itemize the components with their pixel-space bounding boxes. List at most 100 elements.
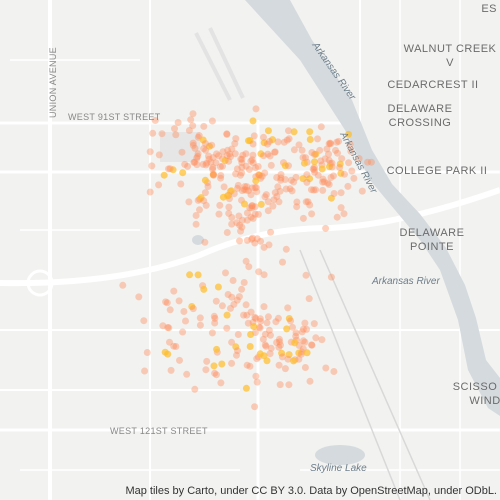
- neighborhood-label: ES: [481, 3, 497, 15]
- location-dot: [310, 320, 318, 328]
- location-dot: [199, 160, 207, 168]
- location-dot: [271, 148, 279, 156]
- location-dot: [244, 187, 252, 195]
- location-dot: [141, 367, 149, 375]
- location-dot: [345, 159, 353, 167]
- location-dot: [306, 136, 314, 143]
- location-dot: [202, 161, 210, 169]
- location-dot: [251, 184, 259, 192]
- location-dot: [255, 171, 263, 179]
- location-dot: [241, 200, 248, 208]
- location-dot: [166, 306, 174, 314]
- location-dot: [307, 186, 315, 194]
- location-dot: [242, 150, 250, 158]
- location-dot: [240, 279, 248, 286]
- location-dot: [290, 178, 298, 186]
- location-dot: [311, 158, 318, 166]
- location-dot: [243, 236, 251, 244]
- location-dot: [227, 304, 234, 312]
- location-dot: [209, 154, 217, 162]
- location-dot: [160, 171, 168, 179]
- location-dot: [149, 129, 157, 137]
- location-dot: [223, 152, 231, 160]
- location-dot: [253, 188, 261, 196]
- location-dot: [319, 186, 327, 194]
- location-dot: [282, 185, 290, 193]
- location-dot: [298, 328, 306, 336]
- lake: [315, 445, 365, 465]
- location-dot: [266, 350, 274, 358]
- location-dot: [252, 314, 260, 322]
- location-dot: [260, 243, 268, 251]
- location-dot: [162, 298, 170, 306]
- location-dot: [225, 157, 233, 165]
- location-dot: [230, 300, 238, 308]
- location-dot: [319, 175, 327, 183]
- location-dot: [248, 156, 256, 164]
- location-dot: [261, 169, 269, 177]
- location-dot: [276, 187, 284, 195]
- location-dot: [249, 214, 257, 222]
- location-dot: [251, 210, 259, 218]
- location-dot: [251, 313, 259, 321]
- location-dot: [252, 372, 260, 380]
- location-dot: [265, 138, 273, 145]
- location-dot: [187, 116, 195, 124]
- location-dot: [246, 343, 254, 350]
- location-dot: [225, 209, 233, 217]
- neighborhood-label: V: [446, 57, 454, 69]
- location-dot: [364, 158, 372, 166]
- location-dot: [285, 127, 292, 135]
- location-dot: [347, 147, 355, 155]
- location-dot: [306, 201, 314, 209]
- location-dot: [287, 317, 295, 325]
- location-dot: [285, 315, 293, 322]
- location-dot: [206, 142, 213, 150]
- location-dot: [261, 341, 269, 349]
- location-dot: [171, 125, 178, 133]
- location-dot: [288, 187, 296, 195]
- location-dot: [233, 219, 241, 227]
- location-dot: [196, 206, 203, 214]
- location-dot: [367, 158, 375, 166]
- location-dot: [333, 213, 341, 221]
- location-dot: [299, 154, 307, 161]
- location-dot: [202, 201, 210, 209]
- location-dot: [290, 128, 298, 136]
- location-dot: [191, 158, 199, 166]
- location-dot: [249, 159, 257, 167]
- location-dot: [155, 181, 163, 189]
- location-dot: [308, 341, 316, 349]
- location-dot: [262, 191, 270, 199]
- location-dot: [205, 155, 213, 163]
- location-dot: [209, 170, 217, 178]
- location-dot: [251, 239, 259, 247]
- location-dot: [210, 312, 218, 320]
- location-dot: [199, 136, 207, 144]
- location-dot: [201, 189, 209, 197]
- location-dot: [238, 187, 246, 195]
- neighborhood-label: COLLEGE PARK II: [387, 165, 488, 177]
- location-dot: [261, 193, 269, 201]
- location-dot: [194, 152, 202, 160]
- location-dot: [311, 151, 318, 158]
- location-dot: [247, 191, 255, 199]
- location-dot: [285, 162, 292, 170]
- location-dot: [143, 349, 151, 356]
- location-dot: [164, 324, 172, 331]
- location-dot: [254, 163, 262, 170]
- location-dot: [295, 355, 303, 363]
- location-dot: [247, 213, 255, 221]
- location-dot: [302, 271, 310, 279]
- location-dot: [185, 127, 193, 134]
- location-dot: [200, 285, 208, 293]
- location-dot: [209, 165, 216, 173]
- location-dot: [236, 221, 244, 229]
- location-dot: [284, 304, 292, 312]
- location-dot: [249, 117, 257, 125]
- location-dot: [273, 339, 281, 346]
- location-dot: [304, 198, 312, 206]
- location-dot: [322, 224, 330, 232]
- location-dot: [248, 235, 256, 243]
- location-dot: [234, 181, 242, 189]
